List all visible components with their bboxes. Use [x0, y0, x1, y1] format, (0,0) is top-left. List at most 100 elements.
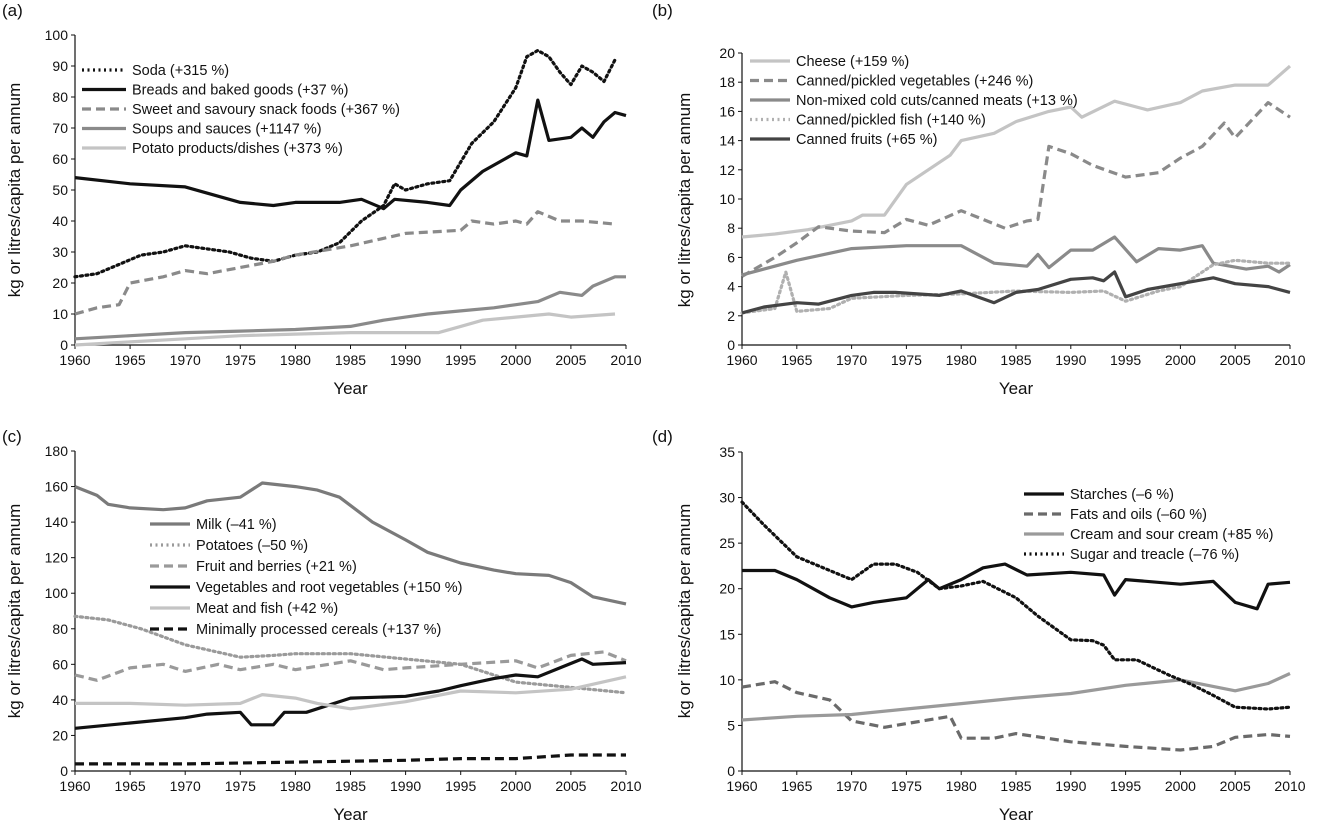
legend-entry: Fruit and berries (+21 %) — [196, 559, 357, 575]
x-tick-label: 1960 — [726, 778, 757, 794]
x-tick-label: 1960 — [59, 352, 90, 368]
series-line — [75, 675, 627, 711]
series-line — [741, 672, 1291, 722]
x-tick-label: 2000 — [1165, 352, 1196, 368]
panel-d: (d) 0 5 10 15 20 25 30 35 1960 1965 1970 1975 1980 198… — [652, 427, 1306, 824]
y-tick-label: 0 — [727, 763, 735, 779]
x-tick-label: 1995 — [1110, 778, 1141, 794]
x-tick-label: 1975 — [225, 778, 256, 794]
panel-c: (c) 0 20 40 60 80 100 120 140 160 180 1960 1965 1970 1… — [2, 427, 642, 824]
legend-entry: Starches (–6 %) — [1070, 487, 1174, 503]
x-axis-label: Year — [999, 379, 1034, 398]
x-tick-label: 1960 — [726, 352, 757, 368]
x-tick-label: 1990 — [1055, 778, 1086, 794]
x-axis-label: Year — [333, 379, 368, 398]
y-tick-label: 15 — [719, 626, 735, 642]
x-tick-label: 1975 — [891, 352, 922, 368]
y-tick-label: 140 — [45, 514, 69, 530]
y-tick-label: 100 — [45, 27, 69, 43]
legend-entry: Fats and oils (–60 %) — [1070, 507, 1207, 523]
y-tick-label: 50 — [52, 182, 68, 198]
x-tick-label: 1980 — [280, 352, 311, 368]
y-tick-label: 4 — [727, 279, 735, 295]
x-tick-label: 1995 — [445, 352, 476, 368]
x-tick-label: 1965 — [781, 778, 812, 794]
legend-entry: Breads and baked goods (+37 %) — [132, 83, 348, 99]
y-tick-label: 35 — [719, 444, 735, 460]
x-tick-label: 1990 — [1055, 352, 1086, 368]
series-line — [741, 270, 1291, 315]
x-tick-label: 2010 — [610, 778, 641, 794]
y-tick-label: 0 — [60, 337, 68, 353]
series-line — [74, 275, 626, 341]
y-tick-label: 20 — [52, 727, 68, 743]
series-line — [741, 64, 1292, 239]
series-line — [74, 481, 627, 606]
series-line — [73, 48, 617, 279]
x-tick-label: 1980 — [946, 352, 977, 368]
legend-entry: Milk (–41 %) — [196, 517, 277, 533]
y-tick-label: 40 — [52, 213, 68, 229]
y-tick-label: 160 — [45, 479, 69, 495]
legend-entry: Soups and sauces (+1147 %) — [132, 122, 322, 138]
legend-entry: Canned/pickled fish (+140 %) — [796, 113, 986, 129]
y-tick-label: 120 — [45, 550, 69, 566]
x-tick-label: 1995 — [1110, 352, 1141, 368]
series-line — [740, 258, 1292, 315]
x-axis-label: Year — [333, 805, 368, 824]
y-tick-label: 40 — [52, 692, 68, 708]
x-tick-label: 2005 — [1220, 352, 1251, 368]
y-tick-label: 12 — [719, 162, 735, 178]
y-tick-label: 0 — [60, 763, 68, 779]
panel-label: (d) — [652, 427, 673, 446]
legend-entry: Meat and fish (+42 %) — [196, 601, 338, 617]
y-tick-label: 6 — [727, 249, 735, 265]
y-tick-label: 14 — [719, 133, 735, 149]
y-tick-label: 10 — [719, 191, 735, 207]
legend-entry: Vegetables and root vegetables (+150 %) — [196, 580, 462, 596]
y-tick-label: 10 — [719, 672, 735, 688]
x-tick-label: 2010 — [1274, 352, 1305, 368]
series-line — [741, 680, 1291, 752]
y-tick-label: 30 — [52, 244, 68, 260]
legend-entry: Non-mixed cold cuts/canned meats (+13 %) — [796, 93, 1078, 109]
x-tick-label: 1990 — [390, 778, 421, 794]
x-tick-label: 1985 — [1000, 352, 1031, 368]
y-axis-label: kg or litres/capita per annum — [5, 83, 24, 298]
x-tick-label: 1985 — [1000, 778, 1031, 794]
y-tick-label: 60 — [52, 656, 68, 672]
y-tick-label: 20 — [52, 275, 68, 291]
y-tick-label: 10 — [52, 306, 68, 322]
series-line — [74, 210, 616, 316]
y-tick-label: 8 — [727, 220, 735, 236]
x-tick-label: 1970 — [170, 778, 201, 794]
legend-entry: Minimally processed cereals (+137 %) — [196, 622, 441, 638]
x-axis-label: Year — [999, 805, 1034, 824]
y-tick-label: 70 — [52, 120, 68, 136]
y-tick-label: 100 — [45, 585, 69, 601]
y-tick-label: 80 — [52, 89, 68, 105]
y-tick-label: 60 — [52, 151, 68, 167]
legend-entry: Cheese (+159 %) — [796, 54, 909, 70]
y-tick-label: 180 — [45, 443, 69, 459]
y-tick-label: 30 — [719, 490, 735, 506]
series-line — [73, 614, 628, 695]
x-tick-label: 1965 — [115, 778, 146, 794]
legend-entry: Cream and sour cream (+85 %) — [1070, 527, 1273, 543]
y-tick-label: 18 — [719, 74, 735, 90]
y-axis-label: kg or litres/capita per annum — [675, 93, 694, 308]
series-line — [74, 312, 616, 347]
x-tick-label: 1965 — [115, 352, 146, 368]
panel-b: (b) 0 2 4 6 8 10 12 14 16 18 20 1960 1965 1970 1975 1980… — [652, 1, 1306, 398]
series-line — [741, 235, 1291, 277]
x-tick-label: 1985 — [335, 352, 366, 368]
y-axis-label: kg or litres/capita per annum — [5, 504, 24, 719]
legend-entry: Soda (+315 %) — [132, 63, 229, 79]
x-tick-label: 2010 — [1274, 778, 1305, 794]
x-tick-label: 1970 — [836, 352, 867, 368]
x-tick-label: 2005 — [555, 352, 586, 368]
x-tick-label: 1990 — [390, 352, 421, 368]
x-tick-label: 1985 — [335, 778, 366, 794]
x-tick-label: 1980 — [280, 778, 311, 794]
